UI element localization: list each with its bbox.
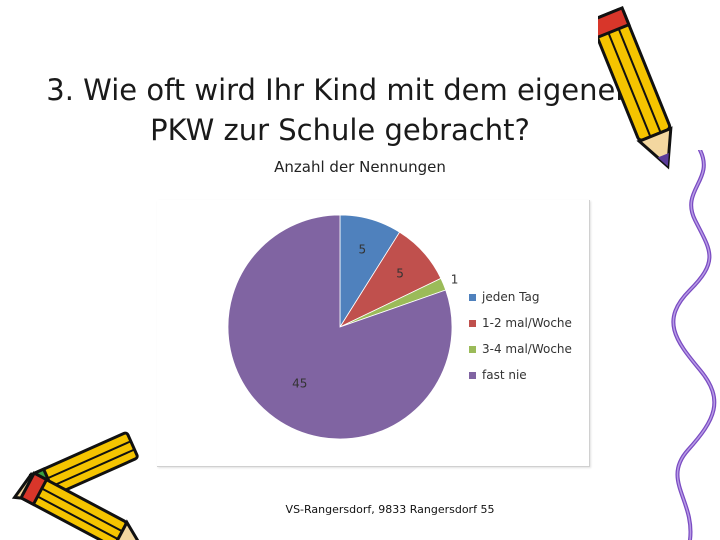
legend-swatch	[469, 293, 476, 301]
pie-chart: 5 5 1 45 jeden Tag 1-2 mal/Woche 3-4 mal/Woch…	[157, 200, 590, 467]
legend-item-4: fast nie	[469, 362, 587, 388]
legend-item-1: jeden Tag	[469, 284, 587, 310]
squiggle-line	[671, 150, 717, 540]
pie-data-label-4: 45	[292, 377, 307, 391]
chart-legend: jeden Tag 1-2 mal/Woche 3-4 mal/Woche fast …	[469, 284, 587, 388]
slide-title-line-2: PKW zur Schule gebracht?	[150, 113, 530, 147]
slide-title-line-1: 3. Wie oft wird Ihr Kind mit dem eigenen	[46, 73, 634, 107]
pencil-icon	[598, 6, 673, 170]
pie-data-label-1: 5	[358, 243, 366, 257]
pie-slice-4	[227, 214, 453, 440]
legend-label: 3-4 mal/Woche	[482, 342, 572, 356]
legend-swatch	[469, 371, 476, 379]
slide-title: 3. Wie oft wird Ihr Kind mit dem eigenen…	[40, 70, 640, 150]
legend-item-2: 1-2 mal/Woche	[469, 310, 587, 336]
pie-data-label-2: 5	[396, 266, 404, 280]
legend-swatch	[469, 319, 476, 327]
legend-label: 1-2 mal/Woche	[482, 316, 572, 330]
legend-item-3: 3-4 mal/Woche	[469, 336, 587, 362]
slide-footer: VS-Rangersdorf, 9833 Rangersdorf 55	[285, 503, 495, 516]
legend-swatch	[469, 345, 476, 353]
chart-title: Anzahl der Nennungen	[274, 158, 446, 176]
pencils-icon	[11, 431, 144, 540]
pie-data-label-3: 1	[451, 273, 459, 287]
legend-label: fast nie	[482, 368, 527, 382]
pie-chart-svg: 5 5 1 45	[227, 214, 459, 440]
legend-label: jeden Tag	[482, 290, 540, 304]
